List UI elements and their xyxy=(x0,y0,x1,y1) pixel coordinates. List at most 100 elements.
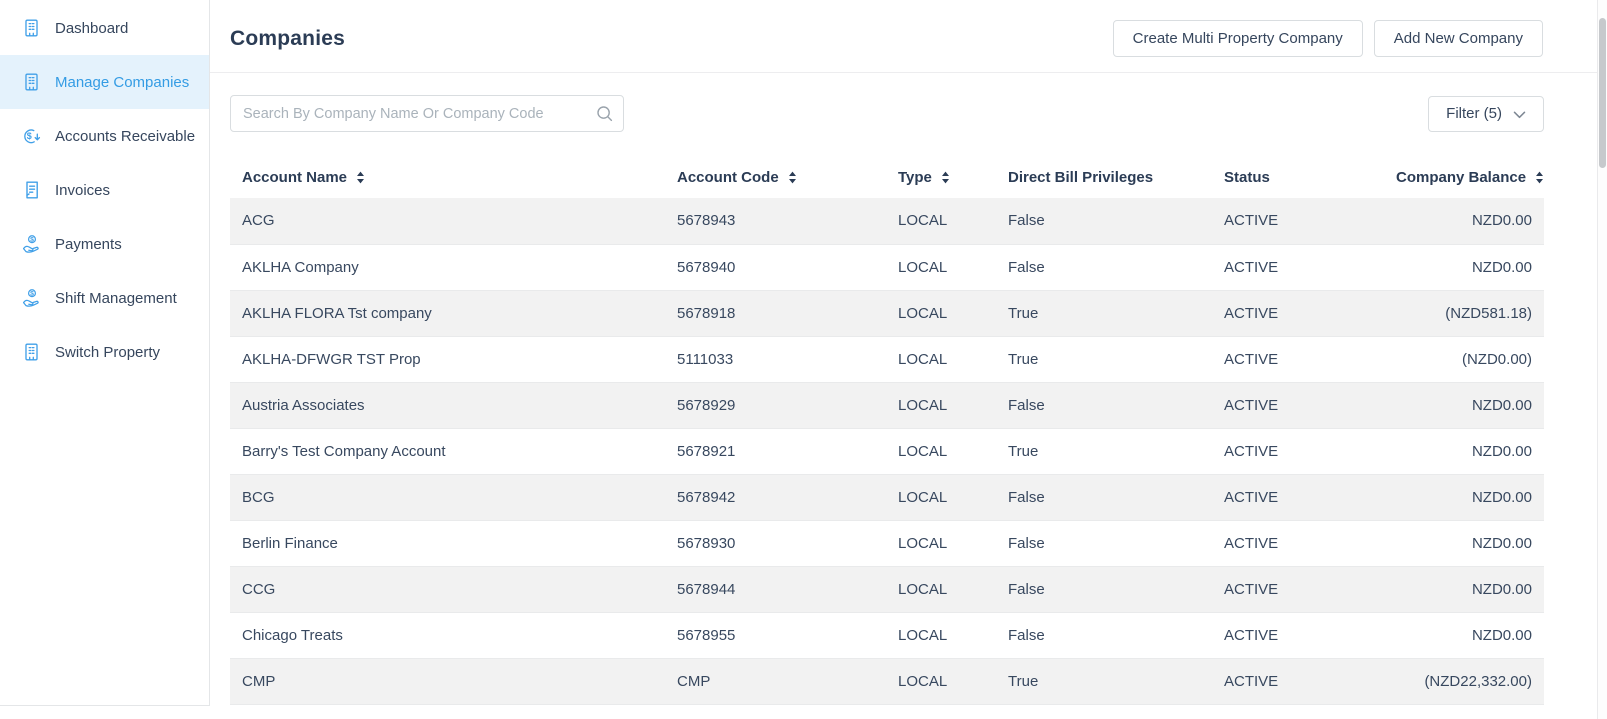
table-cell: AKLHA Company xyxy=(242,258,359,276)
table-cell: NZD0.00 xyxy=(1471,442,1532,460)
table-cell: True xyxy=(1008,350,1039,368)
search-icon xyxy=(596,105,613,122)
header-buttons: Create Multi Property Company Add New Co… xyxy=(1112,20,1543,57)
table-cell: LOCAL xyxy=(898,534,948,552)
table-cell: ACTIVE xyxy=(1224,626,1279,644)
table-cell: True xyxy=(1008,672,1039,690)
sidebar-item-shift-management[interactable]: $ Shift Management xyxy=(0,271,209,325)
table-cell: LOCAL xyxy=(898,304,948,322)
table-cell: True xyxy=(1008,304,1039,322)
table-cell: LOCAL xyxy=(898,488,948,506)
table-cell: ACTIVE xyxy=(1224,212,1279,230)
table-cell: ACTIVE xyxy=(1224,350,1279,368)
sort-icon[interactable] xyxy=(1535,171,1544,184)
column-header-company-balance[interactable]: Company Balance xyxy=(1384,158,1544,198)
hand-coin-icon: $ xyxy=(21,234,42,255)
table-cell: LOCAL xyxy=(898,626,948,644)
table-cell: CMP xyxy=(242,672,276,690)
table-cell: ACTIVE xyxy=(1224,258,1279,276)
table-cell: False xyxy=(1008,580,1045,598)
table-row[interactable]: ACG 5678943 LOCAL False ACTIVE NZD0.00 xyxy=(230,198,1544,244)
sidebar-item-payments[interactable]: $ Payments xyxy=(0,217,209,271)
table-cell: (NZD581.18) xyxy=(1445,304,1532,322)
create-multi-property-company-button[interactable]: Create Multi Property Company xyxy=(1112,20,1363,57)
table-row[interactable]: Austria Associates 5678929 LOCAL False ACTIV… xyxy=(230,382,1544,428)
dollar-circle-icon: $ xyxy=(21,126,42,147)
table-cell: False xyxy=(1008,258,1045,276)
table-cell: NZD0.00 xyxy=(1471,580,1532,598)
svg-text:$: $ xyxy=(30,236,34,243)
table-cell: CMP xyxy=(677,672,711,690)
table-cell: 5678930 xyxy=(677,534,736,552)
table-cell: NZD0.00 xyxy=(1471,212,1532,230)
vertical-scrollbar-track[interactable] xyxy=(1597,0,1607,719)
building-icon xyxy=(21,18,42,39)
svg-text:$: $ xyxy=(30,290,34,297)
filter-button[interactable]: Filter (5) xyxy=(1428,95,1544,132)
invoice-icon xyxy=(21,180,42,201)
header-divider xyxy=(210,72,1607,73)
table-cell: AKLHA-DFWGR TST Prop xyxy=(242,350,421,368)
sidebar-item-label: Accounts Receivable xyxy=(55,127,196,145)
table-cell: ACTIVE xyxy=(1224,672,1279,690)
column-header-account-code[interactable]: Account Code xyxy=(665,158,886,198)
sidebar-item-label: Switch Property xyxy=(55,343,161,361)
table-cell: BCG xyxy=(242,488,275,506)
sidebar-item-label: Invoices xyxy=(55,181,111,199)
column-label: Direct Bill Privileges xyxy=(1008,169,1154,186)
table-cell: NZD0.00 xyxy=(1471,626,1532,644)
table-cell: False xyxy=(1008,212,1045,230)
sidebar-item-label: Manage Companies xyxy=(55,73,190,91)
table-row[interactable]: AKLHA FLORA Tst company 5678918 LOCAL True A… xyxy=(230,290,1544,336)
table-cell: ACTIVE xyxy=(1224,534,1279,552)
column-label: Company Balance xyxy=(1396,169,1527,186)
vertical-scrollbar-thumb[interactable] xyxy=(1599,18,1606,168)
table-cell: False xyxy=(1008,488,1045,506)
table-cell: LOCAL xyxy=(898,258,948,276)
table-cell: 5678921 xyxy=(677,442,736,460)
table-cell: Austria Associates xyxy=(242,396,365,414)
table-cell: Chicago Treats xyxy=(242,626,343,644)
table-cell: 5111033 xyxy=(677,350,734,368)
sort-icon[interactable] xyxy=(356,171,365,184)
add-new-company-button[interactable]: Add New Company xyxy=(1373,20,1543,57)
column-header-account-name[interactable]: Account Name xyxy=(230,158,665,198)
sidebar-item-invoices[interactable]: Invoices xyxy=(0,163,209,217)
hand-coin-icon: $ xyxy=(21,288,42,309)
main-content: Companies Create Multi Property Company … xyxy=(210,0,1607,719)
column-label: Status xyxy=(1224,169,1270,186)
table-cell: 5678942 xyxy=(677,488,736,506)
sidebar-nav: Dashboard Manage Companies $ Accounts Recei… xyxy=(0,0,210,706)
sidebar-item-accounts-receivable[interactable]: $ Accounts Receivable xyxy=(0,109,209,163)
table-row[interactable]: Barry's Test Company Account 5678921 LOCAL… xyxy=(230,428,1544,474)
table-cell: False xyxy=(1008,534,1045,552)
sidebar-item-switch-property[interactable]: Switch Property xyxy=(0,325,209,379)
column-header-type[interactable]: Type xyxy=(886,158,996,198)
sidebar-item-dashboard[interactable]: Dashboard xyxy=(0,1,209,55)
table-cell: LOCAL xyxy=(898,212,948,230)
sidebar-item-label: Dashboard xyxy=(55,19,129,37)
table-cell: Barry's Test Company Account xyxy=(242,442,446,460)
table-cell: False xyxy=(1008,396,1045,414)
table-row[interactable]: CMP CMP LOCAL True ACTIVE (NZD22,332.00) xyxy=(230,658,1544,704)
table-cell: ACTIVE xyxy=(1224,442,1279,460)
table-row[interactable]: BCG 5678942 LOCAL False ACTIVE NZD0.00 xyxy=(230,474,1544,520)
table-row[interactable]: AKLHA Company 5678940 LOCAL False ACTIVE NZD0… xyxy=(230,244,1544,290)
table-row[interactable]: Berlin Finance 5678930 LOCAL False ACTIVE NZD… xyxy=(230,520,1544,566)
table-cell: LOCAL xyxy=(898,580,948,598)
sort-icon[interactable] xyxy=(941,171,950,184)
search-input[interactable] xyxy=(230,95,624,132)
sort-icon[interactable] xyxy=(788,171,797,184)
table-row[interactable]: CCG 5678944 LOCAL False ACTIVE NZD0.00 xyxy=(230,566,1544,612)
table-row[interactable]: Chicago Treats 5678955 LOCAL False ACTIVE NZD… xyxy=(230,612,1544,658)
table-cell: False xyxy=(1008,626,1045,644)
sidebar-item-label: Payments xyxy=(55,235,122,253)
sidebar-item-label: Shift Management xyxy=(55,289,177,307)
table-cell: 5678918 xyxy=(677,304,736,322)
page-title: Companies xyxy=(230,26,345,50)
page-header: Companies Create Multi Property Company … xyxy=(210,0,1607,72)
column-label: Account Name xyxy=(242,169,348,186)
sidebar-item-manage-companies[interactable]: Manage Companies xyxy=(0,55,209,109)
table-cell: ACTIVE xyxy=(1224,396,1279,414)
table-row[interactable]: AKLHA-DFWGR TST Prop 5111033 LOCAL True ACTI… xyxy=(230,336,1544,382)
